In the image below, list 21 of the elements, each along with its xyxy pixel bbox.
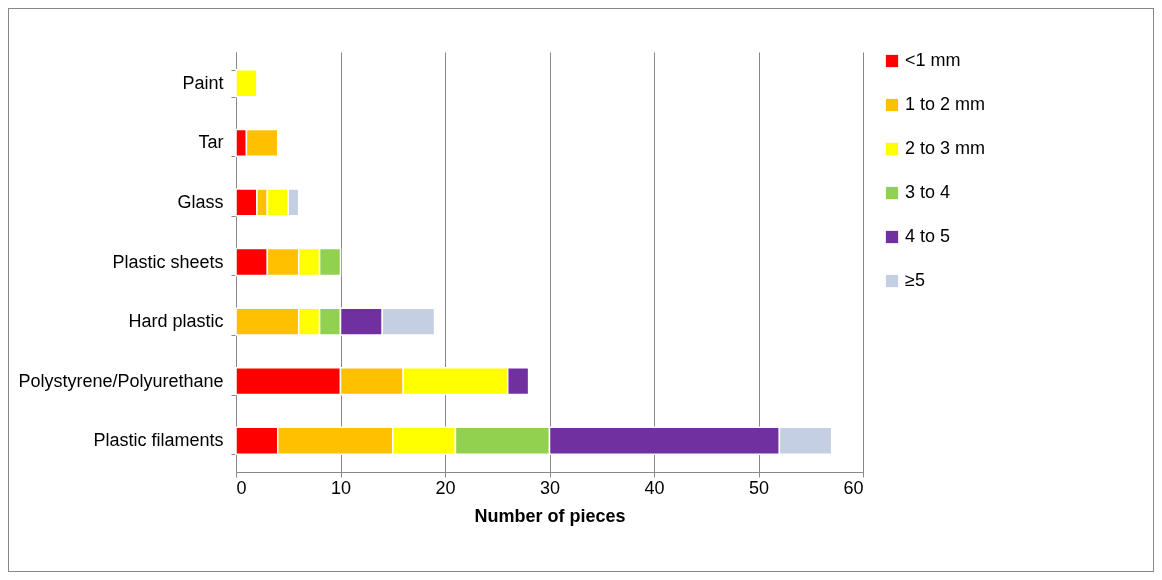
x-tick-label: 10 [330, 477, 352, 498]
y-tick-label: Plastic filaments [93, 430, 224, 451]
y-tick-label: Hard plastic [128, 311, 224, 332]
y-tick-label: Tar [198, 132, 224, 153]
x-tick-label: 0 [236, 477, 247, 498]
x-tick-label: 50 [748, 477, 770, 498]
x-tick-label: 40 [644, 477, 665, 498]
x-tick-label: 60 [843, 477, 864, 498]
x-tick-label: 20 [435, 477, 456, 498]
legend-label: 3 to 4 [905, 182, 951, 202]
x-tick-label: 30 [539, 477, 561, 498]
y-tick-label: Plastic sheets [112, 251, 224, 272]
legend-label: 4 to 5 [905, 226, 951, 246]
legend-label: 2 to 3 mm [905, 138, 986, 158]
x-axis-title: Number of pieces [474, 505, 626, 526]
legend-label: ≥5 [905, 270, 925, 290]
y-tick-label: Glass [177, 191, 224, 212]
legend-label: 1 to 2 mm [905, 94, 986, 114]
y-tick-label: Polystyrene/Polyurethane [18, 370, 224, 391]
legend-label: <1 mm [905, 50, 961, 70]
y-tick-label: Paint [182, 72, 224, 93]
